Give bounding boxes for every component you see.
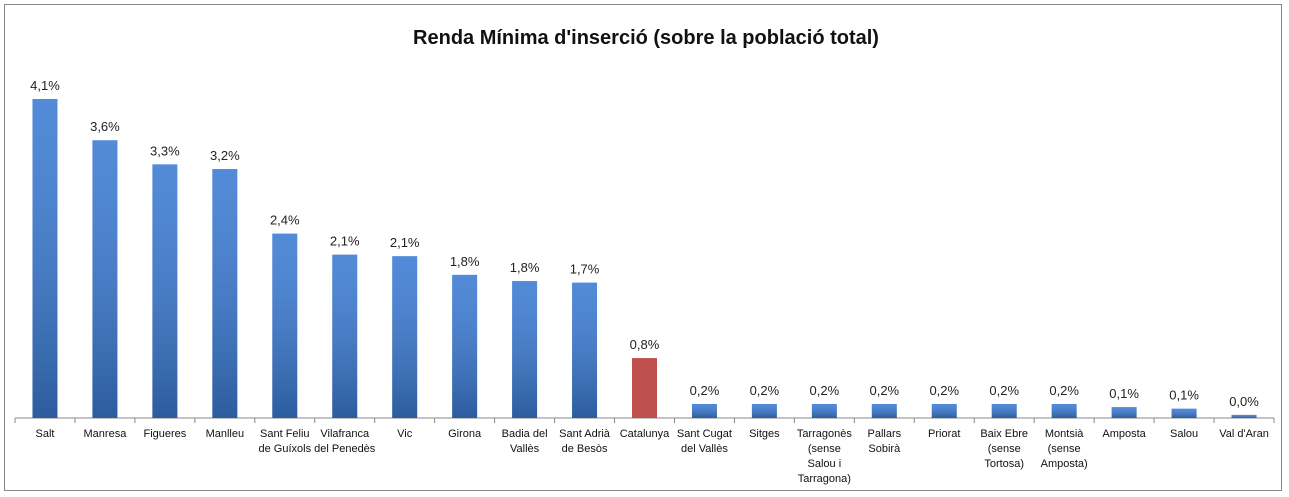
bar-shade (691, 403, 717, 418)
value-label: 0,1% (1109, 386, 1139, 401)
x-tick-label: Figueres (143, 428, 187, 440)
x-tick-label: Manlleu (205, 428, 245, 440)
value-label: 0,2% (989, 383, 1019, 398)
x-tick-label: Salt (35, 428, 55, 440)
x-tick-label: Sant Adrià de Besòs (559, 428, 610, 455)
bar (632, 358, 657, 418)
bar-shade (452, 274, 478, 418)
value-label: 3,6% (90, 119, 120, 134)
bar-shade (32, 99, 58, 418)
bar-shade (572, 282, 598, 418)
x-tick-label: Girona (448, 428, 482, 440)
x-tick-label: Pallars Sobirà (867, 428, 902, 455)
chart-frame (4, 4, 1282, 491)
value-label: 0,2% (750, 383, 780, 398)
bar-shade (92, 140, 118, 419)
x-tick-label: Amposta (1102, 428, 1146, 440)
x-tick-label: Manresa (83, 428, 127, 440)
bar-shade (871, 403, 897, 418)
value-label: 0,1% (1169, 388, 1199, 403)
x-tick-label: Badia del Vallès (501, 428, 548, 455)
value-label: 4,1% (30, 78, 60, 93)
value-label: 1,7% (570, 262, 600, 277)
value-label: 1,8% (510, 260, 540, 275)
bar-shade (991, 403, 1017, 418)
value-label: 1,8% (450, 254, 480, 269)
x-tick-label: Salou (1169, 428, 1199, 440)
value-label: 3,2% (210, 148, 240, 163)
bar-shade (272, 233, 298, 418)
bar-shade (152, 164, 178, 418)
bar-shade (332, 254, 358, 418)
value-label: 0,2% (869, 383, 899, 398)
value-label: 0,2% (690, 383, 720, 398)
x-tick-label: Montsià (sense Amposta) (1040, 428, 1088, 470)
bar-shade (811, 403, 837, 418)
bar-shade (1111, 407, 1137, 418)
value-label: 2,1% (390, 235, 420, 250)
value-label: 2,1% (330, 234, 360, 249)
x-tick-label: Sitges (749, 428, 780, 440)
x-tick-label: Vic (397, 428, 413, 440)
x-tick-label: Baix Ebre (sense Tortosa) (980, 428, 1029, 470)
chart-title: Renda Mínima d'inserció (sobre la poblac… (413, 27, 879, 49)
bar-shade (212, 169, 238, 418)
bar-shade (751, 403, 777, 418)
bar-shade (931, 403, 957, 418)
value-label: 0,0% (1229, 394, 1259, 409)
x-tick-label: Sant Cugat del Vallès (676, 428, 732, 455)
value-label: 0,2% (810, 383, 840, 398)
bar-shade (1171, 408, 1197, 418)
value-label: 0,2% (929, 383, 959, 398)
bar-shade (1051, 403, 1077, 418)
x-tick-label: Vilafranca del Penedès (314, 428, 376, 455)
x-tick-label: Catalunya (619, 428, 670, 440)
x-tick-label: Val d'Aran (1219, 428, 1269, 440)
bar-shade (1231, 414, 1257, 418)
bar-shade (512, 281, 538, 418)
x-tick-label: Sant Feliu de Guíxols (258, 428, 312, 455)
value-label: 0,2% (1049, 383, 1079, 398)
x-tick-label: Tarragonès (sense Salou i Tarragona) (796, 428, 852, 485)
value-label: 3,3% (150, 143, 180, 158)
x-tick-label: Priorat (928, 428, 961, 440)
bar-shade (392, 256, 418, 418)
value-label: 0,8% (630, 337, 660, 352)
value-label: 2,4% (270, 213, 300, 228)
